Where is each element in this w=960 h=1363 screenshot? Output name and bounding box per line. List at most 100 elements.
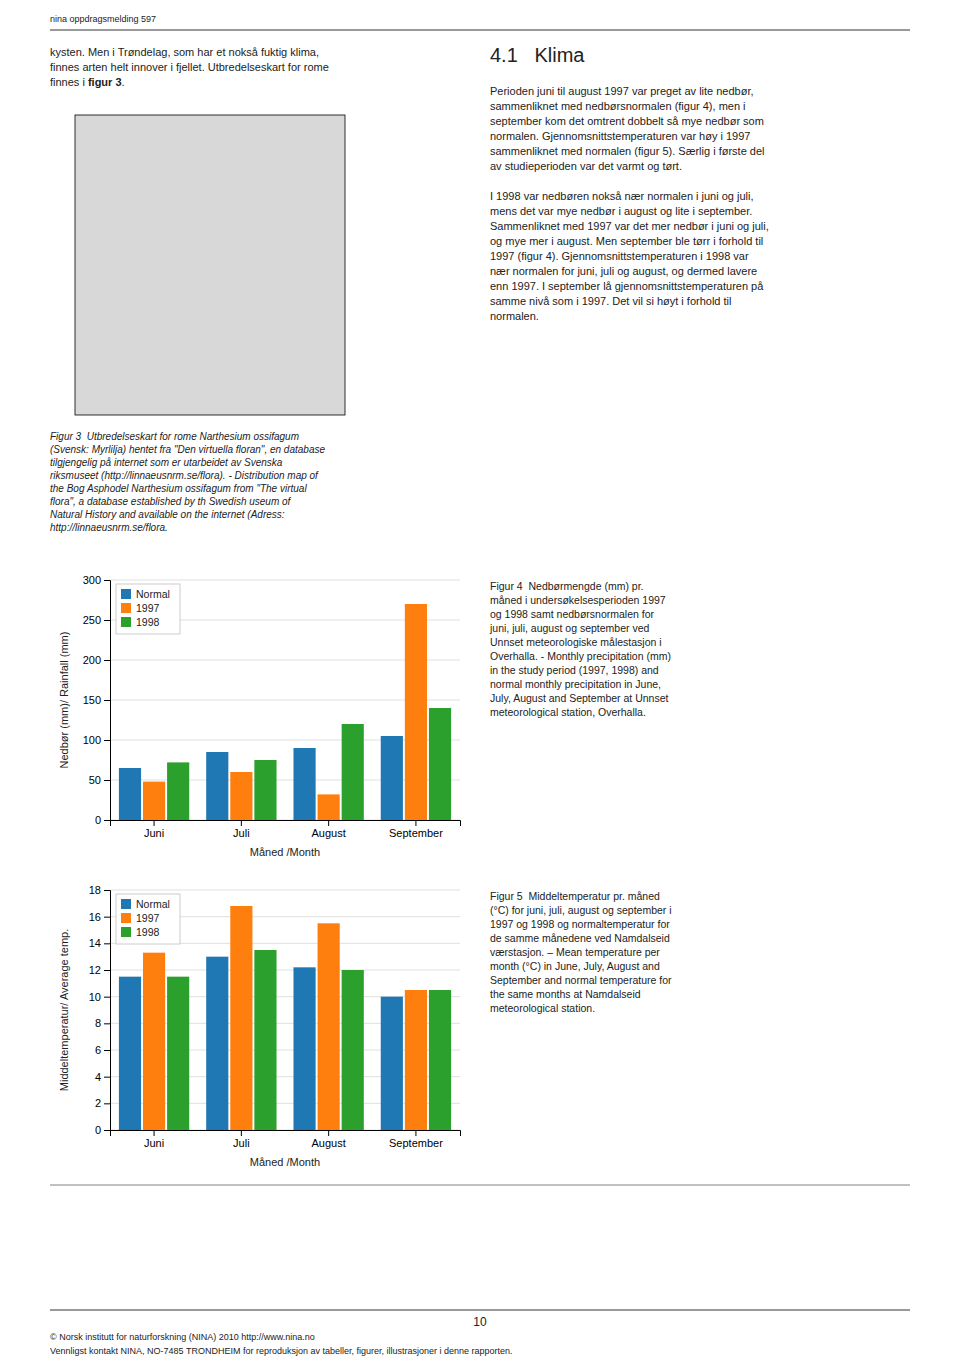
- tick: Juni: [144, 820, 164, 839]
- figure-caption: værstasjon. – Mean temperature per: [490, 946, 660, 958]
- axis-line: [104, 891, 111, 1131]
- tick-label: 200: [83, 654, 101, 666]
- figure-caption: Natural History and available on the int…: [50, 509, 285, 520]
- tick-label: 150: [83, 694, 101, 706]
- legend-swatch: [121, 603, 131, 613]
- body-text: finnes i figur 3.: [50, 76, 125, 88]
- tick-mark: [241, 820, 242, 826]
- body-text: 1997 (figur 4). Gjennomsnittstemperature…: [490, 250, 749, 262]
- tick: 200: [83, 654, 110, 666]
- figure-caption: in the study period (1997, 1998) and: [490, 664, 659, 676]
- tick: 100: [83, 734, 110, 746]
- tick-mark: [241, 1130, 242, 1136]
- legend: Normal19971998: [116, 894, 180, 944]
- tick-mark: [104, 580, 110, 581]
- tick-mark: [104, 1050, 110, 1051]
- tick-label: 2: [95, 1097, 101, 1109]
- tick-label: 50: [89, 774, 101, 786]
- tick: September: [389, 1130, 443, 1149]
- tick: Juni: [144, 1130, 164, 1149]
- page-number: 10: [473, 1315, 487, 1329]
- legend-item: 1997: [121, 602, 160, 614]
- body-text: .: [122, 76, 125, 88]
- body-text: september kom det omtrent dobbelt så mye…: [490, 115, 764, 127]
- bar: [381, 736, 403, 820]
- figure-caption: 1997 og 1998 og normaltemperatur for: [490, 918, 670, 930]
- tick: 10: [89, 991, 110, 1003]
- tick: 12: [89, 964, 110, 976]
- tick-label: August: [312, 827, 346, 839]
- legend-swatch: [121, 899, 131, 909]
- body-text: enn 1997. I september lå gjennomsnittste…: [490, 280, 764, 292]
- tick-mark: [328, 820, 329, 826]
- tick-label: 16: [89, 911, 101, 923]
- bar: [405, 604, 427, 820]
- legend: Normal19971998: [116, 584, 180, 634]
- page-header: nina oppdragsmelding 597: [50, 14, 156, 24]
- legend-swatch: [121, 617, 131, 627]
- tick-mark: [104, 820, 110, 821]
- figure-caption: flora", a database established by th Swe…: [50, 496, 292, 507]
- tick-label: 18: [89, 884, 101, 896]
- figure-caption: meteorological station, Overhalla.: [490, 706, 646, 718]
- bar: [254, 760, 276, 820]
- body-text: I 1998 var nedbøren nokså nær normalen i…: [490, 190, 754, 202]
- tick-label: Juni: [144, 1137, 164, 1149]
- bar: [318, 923, 340, 1130]
- section-title: 4.1 Klima: [490, 44, 585, 66]
- tick: 150: [83, 694, 110, 706]
- tick-label: 4: [95, 1071, 101, 1083]
- figure-caption: the same months at Namdalseid: [490, 988, 641, 1000]
- tick-label: 100: [83, 734, 101, 746]
- x-axis-title: Måned /Month: [250, 1156, 320, 1168]
- axis-line: [111, 821, 461, 827]
- tick-mark: [104, 700, 110, 701]
- bar: [429, 990, 451, 1130]
- legend-swatch: [121, 927, 131, 937]
- tick-label: 250: [83, 614, 101, 626]
- legend-swatch: [121, 913, 131, 923]
- tick: August: [312, 820, 346, 839]
- tick: 8: [95, 1017, 110, 1029]
- tick-mark: [104, 620, 110, 621]
- tick-mark: [104, 890, 110, 891]
- figure-caption: normal monthly precipitation in June,: [490, 678, 661, 690]
- figure-caption: riksmuseet (http://linnaeusnrm.se/flora)…: [50, 470, 319, 481]
- figure-caption: September and normal temperature for: [490, 974, 672, 986]
- tick-mark: [104, 1077, 110, 1078]
- bar: [119, 977, 141, 1130]
- tick: 250: [83, 614, 110, 626]
- tick: 4: [95, 1071, 110, 1083]
- tick: 14: [89, 937, 110, 949]
- x-axis: JuniJuliAugustSeptember: [111, 1130, 461, 1149]
- bar-series: [143, 604, 427, 820]
- tick-mark: [104, 1130, 110, 1131]
- axis-line: [111, 1131, 461, 1137]
- body-text: og mye mer i august. Men september ble t…: [490, 235, 763, 247]
- axis-line: [104, 581, 111, 821]
- body-text-bold: figur 3: [88, 76, 122, 88]
- bar: [167, 977, 189, 1130]
- separator: [50, 30, 910, 31]
- figure-caption: Figur 5 Middeltemperatur pr. måned: [490, 890, 660, 902]
- body-text: sammenliknet med nedbørsnormalen (figur …: [490, 100, 746, 112]
- tick-mark: [415, 1130, 416, 1136]
- figure-caption: Unnset meteorologiske målestasjon i: [490, 636, 662, 648]
- tick-mark: [104, 660, 110, 661]
- grid-line: [110, 890, 460, 891]
- tick-label: September: [389, 1137, 443, 1149]
- y-axis-title: Nedbør (mm)/ Rainfall (mm): [58, 632, 70, 769]
- body-text: normalen. Gjennomsnittstemperaturen var …: [490, 130, 750, 142]
- legend-box: [116, 894, 180, 944]
- bar: [318, 794, 340, 820]
- separator: [50, 1185, 910, 1186]
- grid: [110, 580, 460, 820]
- legend-item: 1998: [121, 926, 160, 938]
- body-text: nær normalen for juni, juli og august, o…: [490, 265, 757, 277]
- legend-item: Normal: [121, 588, 170, 600]
- body-text: av studieperioden var det varmt og tørt.: [490, 160, 682, 172]
- body-text: Sammenliknet med 1997 var det mer nedbør…: [490, 220, 769, 232]
- body-text: kysten. Men i Trøndelag, som har et noks…: [50, 46, 319, 58]
- tick-label: Juli: [233, 1137, 250, 1149]
- legend-label: 1998: [136, 926, 160, 938]
